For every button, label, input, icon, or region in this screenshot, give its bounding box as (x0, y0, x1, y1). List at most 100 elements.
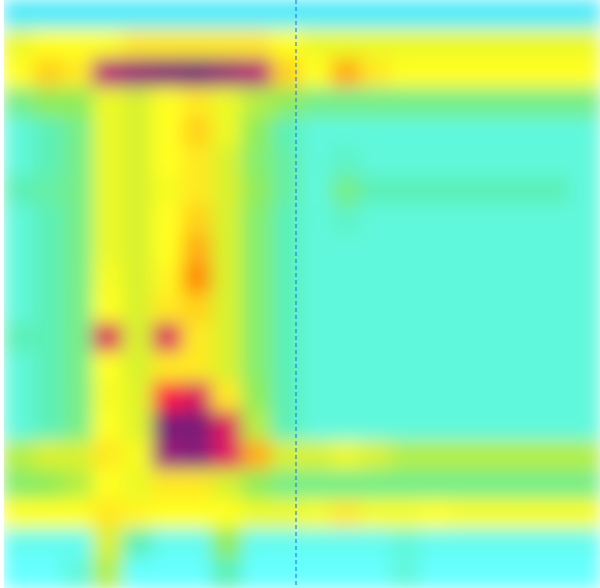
heatmap-cell (360, 116, 393, 148)
heatmap-cell (420, 234, 452, 266)
heatmap-cell (509, 28, 542, 60)
heatmap-cell (92, 469, 125, 501)
heatmap-cell (509, 175, 542, 207)
heatmap-cell (32, 322, 65, 354)
heatmap-cell (122, 293, 154, 325)
heatmap-cell (450, 116, 482, 148)
heatmap-cell (569, 28, 600, 60)
heatmap-cell (32, 87, 65, 119)
heatmap-cell (122, 528, 154, 560)
heatmap-cell (4, 87, 35, 119)
heatmap-cell (62, 381, 95, 413)
heatmap-cell (509, 116, 542, 148)
heatmap-cell (122, 440, 154, 472)
heatmap-cell (390, 351, 423, 384)
heatmap-cell (152, 440, 184, 472)
heatmap-cell (479, 440, 512, 472)
heatmap-cell (241, 146, 274, 178)
heatmap-cell (569, 146, 600, 178)
heatmap-cell (181, 28, 214, 60)
heatmap-cell (152, 87, 184, 119)
heatmap-cell (241, 234, 274, 266)
heatmap-cell (122, 28, 154, 60)
heatmap-cell (4, 351, 35, 384)
heatmap-cell (152, 234, 184, 266)
heatmap-cell (4, 234, 35, 266)
heatmap-cell (271, 498, 303, 531)
heatmap-cell (509, 234, 542, 266)
heatmap-cell (569, 498, 600, 531)
heatmap-cell (330, 234, 363, 266)
heatmap-cell (92, 28, 125, 60)
heatmap-cell (241, 116, 274, 148)
heatmap-cell (360, 322, 393, 354)
heatmap-cell (330, 146, 363, 178)
heatmap-cell (211, 440, 244, 472)
heatmap-cell (181, 381, 214, 413)
heatmap-cell (330, 557, 363, 588)
heatmap-cell (92, 234, 125, 266)
heatmap-cell (4, 175, 35, 207)
heatmap-cell (62, 234, 95, 266)
heatmap-cell (569, 87, 600, 119)
heatmap-cell (569, 263, 600, 295)
heatmap-cell (301, 204, 333, 237)
heatmap-cell (271, 0, 303, 31)
heatmap-cell (271, 234, 303, 266)
heatmap-cell (301, 263, 333, 295)
heatmap-cell (181, 469, 214, 501)
heatmap-cell (241, 528, 274, 560)
heatmap-cell (4, 322, 35, 354)
heatmap-cell (330, 440, 363, 472)
heatmap-cell (539, 204, 572, 237)
heatmap-cell (301, 557, 333, 588)
heatmap-cell (479, 351, 512, 384)
heatmap-cell (569, 440, 600, 472)
heatmap-cell (479, 0, 512, 31)
heatmap-cell (360, 440, 393, 472)
heatmap-cell (4, 263, 35, 295)
heatmap-cell (301, 293, 333, 325)
heatmap-cell (420, 263, 452, 295)
heatmap-cell (122, 322, 154, 354)
heatmap-cell (420, 0, 452, 31)
heatmap-cell (450, 293, 482, 325)
heatmap-cell (301, 87, 333, 119)
heatmap-cell (539, 146, 572, 178)
heatmap-cell (539, 28, 572, 60)
heatmap-cell (32, 293, 65, 325)
heatmap-cell (360, 293, 393, 325)
heatmap-cell (32, 528, 65, 560)
heatmap-cell (479, 57, 512, 90)
heatmap-cell (211, 28, 244, 60)
heatmap-cell (420, 28, 452, 60)
heatmap-cell (241, 175, 274, 207)
heatmap-cell (4, 498, 35, 531)
heatmap-cell (4, 28, 35, 60)
heatmap-cell (152, 557, 184, 588)
heatmap-cell (152, 116, 184, 148)
heatmap-cell (330, 263, 363, 295)
heatmap-cell (390, 322, 423, 354)
heatmap-cell (62, 146, 95, 178)
heatmap-cell (360, 263, 393, 295)
heatmap-cell (4, 57, 35, 90)
heatmap-cell (92, 204, 125, 237)
heatmap-cell (62, 57, 95, 90)
heatmap-cell (241, 557, 274, 588)
heatmap-cell (479, 381, 512, 413)
heatmap-cell (479, 146, 512, 178)
heatmap-cell (92, 175, 125, 207)
heatmap-cell (330, 410, 363, 442)
heatmap-cell (420, 557, 452, 588)
heatmap-cell (122, 351, 154, 384)
heatmap-cell (4, 116, 35, 148)
heatmap-cell (181, 528, 214, 560)
heatmap-cell (390, 175, 423, 207)
heatmap-cell (152, 469, 184, 501)
heatmap-cell (390, 381, 423, 413)
heatmap-cell (509, 351, 542, 384)
heatmap-cell (271, 116, 303, 148)
heatmap-cell (479, 498, 512, 531)
heatmap-cell (181, 293, 214, 325)
